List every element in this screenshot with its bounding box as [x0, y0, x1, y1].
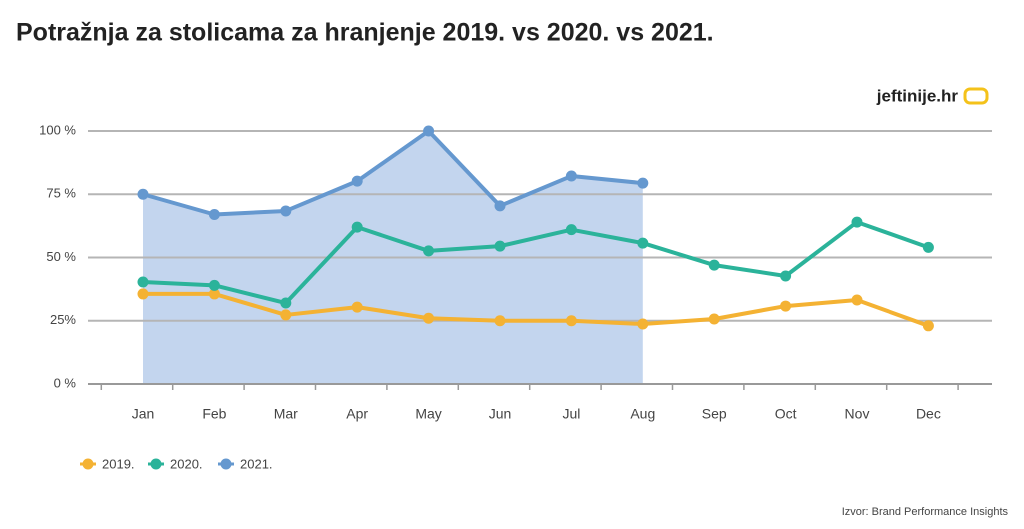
- point: [423, 312, 435, 324]
- legend-marker: [220, 458, 232, 470]
- point: [637, 237, 649, 249]
- point: [351, 221, 363, 233]
- point: [708, 313, 720, 325]
- brand: jeftinije.hr: [876, 86, 959, 105]
- line: [142, 220, 930, 306]
- legend-label: 2019.: [102, 456, 135, 471]
- brand-icon: [963, 87, 989, 105]
- point: [565, 315, 577, 327]
- point: [208, 279, 220, 291]
- point: [423, 125, 435, 137]
- point: [280, 297, 292, 309]
- x-tick-label: Jan: [132, 406, 155, 422]
- point: [208, 288, 220, 300]
- point: [780, 270, 792, 282]
- x-tick-label: Aug: [630, 406, 655, 422]
- point: [494, 240, 506, 252]
- x-tick-label: Jun: [489, 406, 512, 422]
- legend-label: 2020.: [170, 456, 203, 471]
- x-tick-label: Apr: [346, 406, 368, 422]
- point: [565, 170, 577, 182]
- y-tick-label: 100 %: [39, 122, 76, 137]
- legend-label: 2021.: [240, 456, 273, 471]
- x-tick-label: Dec: [916, 406, 941, 422]
- point: [208, 208, 220, 220]
- legend-marker: [150, 458, 162, 470]
- y-tick-label: 75 %: [46, 186, 76, 201]
- x-tick-label: May: [415, 406, 441, 422]
- x-tick-label: Feb: [202, 406, 226, 422]
- chart-title: Potražnja za stolicama za hranjenje 2019…: [16, 19, 714, 47]
- line: [142, 129, 643, 217]
- point: [922, 320, 934, 332]
- source: Izvor: Brand Performance Insights: [842, 506, 1009, 518]
- point: [494, 315, 506, 327]
- y-tick-label: 0 %: [54, 375, 77, 390]
- x-tick-label: Jul: [562, 406, 580, 422]
- point: [922, 241, 934, 253]
- point: [423, 245, 435, 257]
- point: [280, 205, 292, 217]
- point: [637, 318, 649, 330]
- legend-marker: [82, 458, 94, 470]
- point: [708, 259, 720, 271]
- point: [280, 309, 292, 321]
- point: [494, 200, 506, 212]
- point: [137, 276, 149, 288]
- point: [351, 301, 363, 313]
- point: [351, 175, 363, 187]
- x-tick-label: Nov: [845, 406, 870, 422]
- point: [137, 288, 149, 300]
- line: [143, 291, 930, 328]
- point: [851, 216, 863, 228]
- point: [565, 224, 577, 236]
- point: [780, 300, 792, 312]
- x-tick-label: Mar: [274, 406, 298, 422]
- point: [137, 188, 149, 200]
- x-tick-label: Oct: [775, 406, 797, 422]
- y-tick-label: 25%: [50, 312, 76, 327]
- point: [851, 294, 863, 306]
- y-tick-label: 50 %: [46, 249, 76, 264]
- x-tick-label: Sep: [702, 406, 727, 422]
- point: [637, 177, 649, 189]
